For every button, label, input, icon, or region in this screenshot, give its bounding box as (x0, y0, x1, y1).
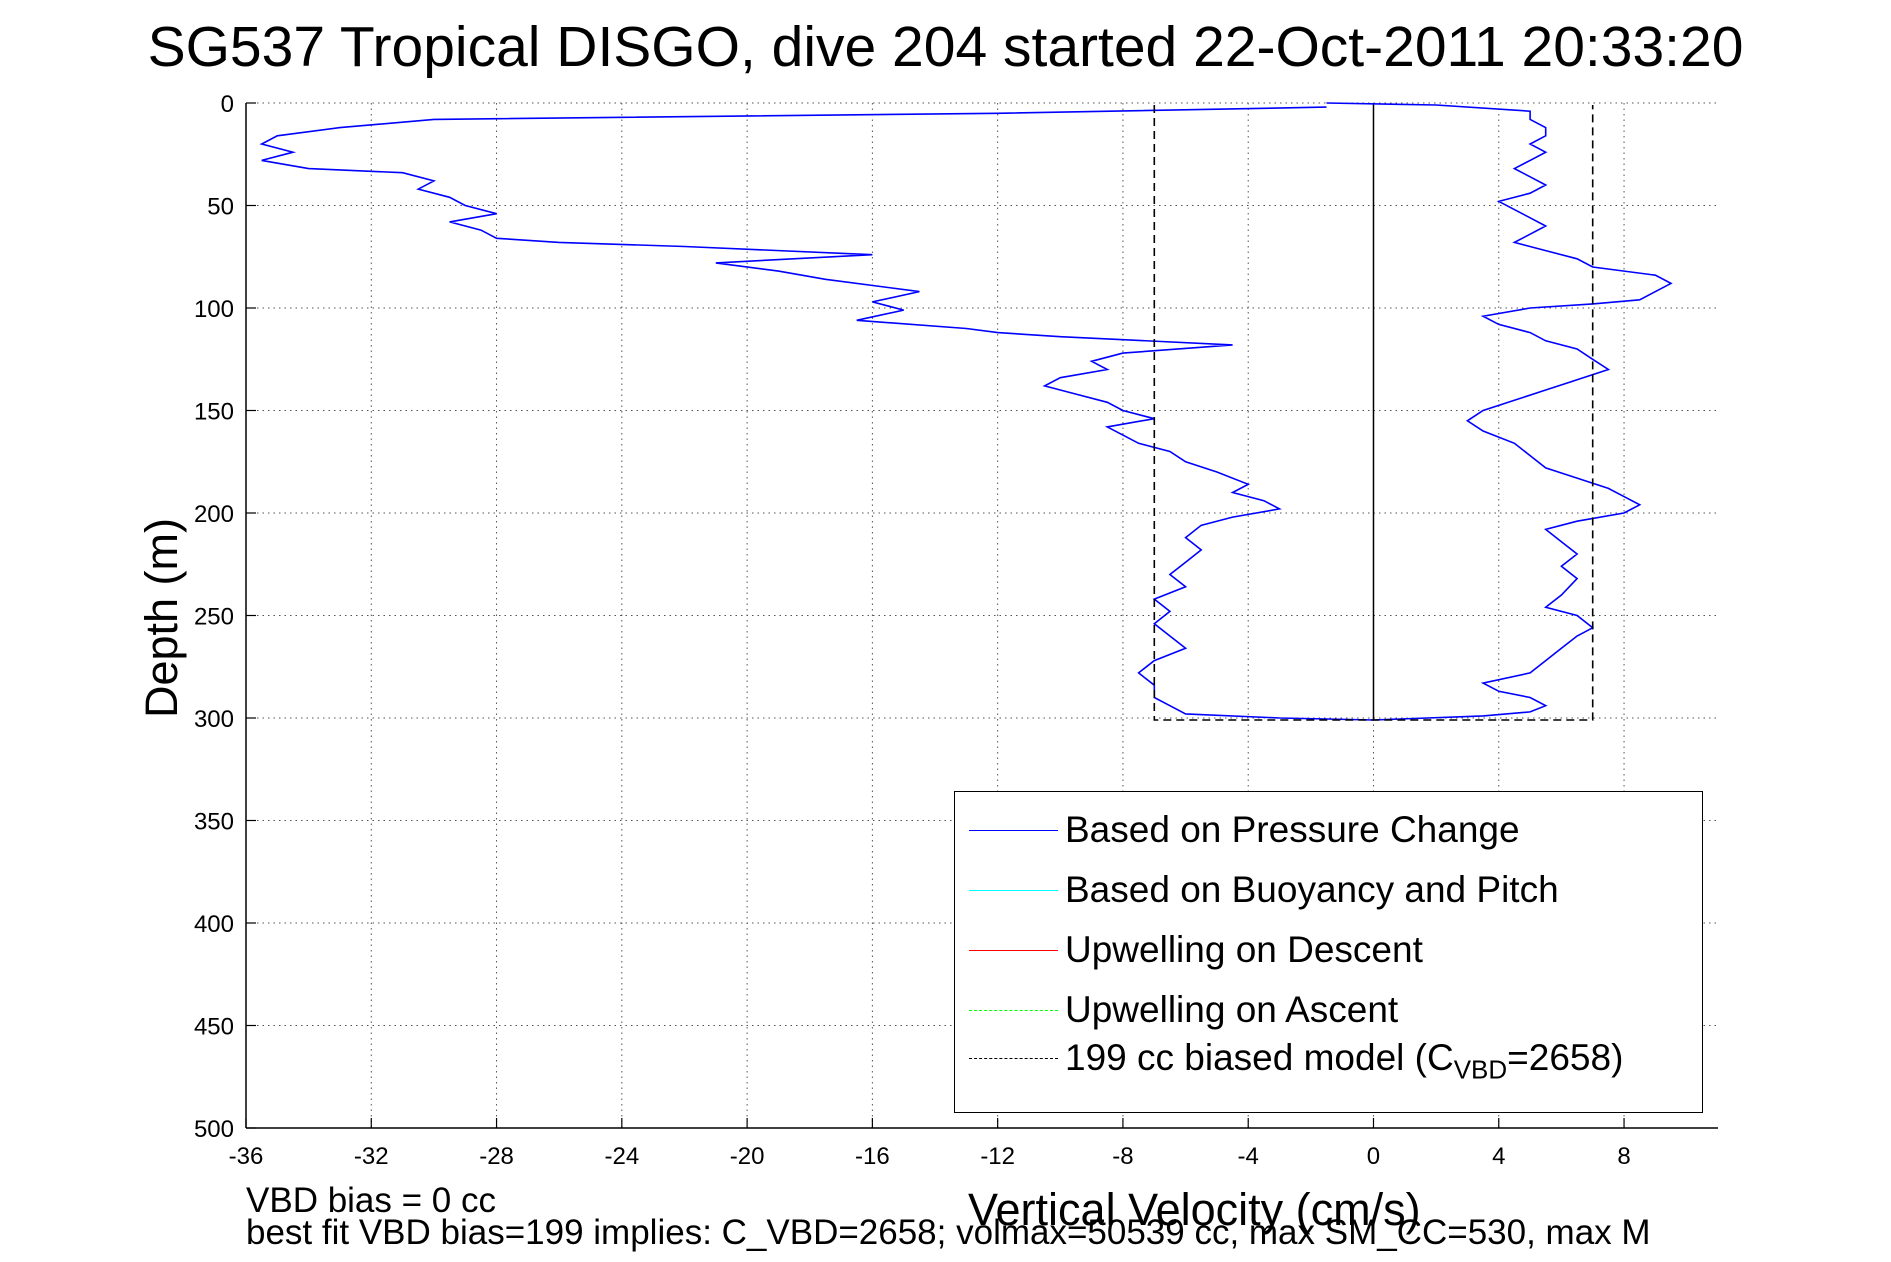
x-tick-label: -16 (855, 1143, 890, 1170)
legend-item-pressure: Based on Pressure Change (955, 810, 1702, 850)
x-tick-label: -32 (354, 1143, 389, 1170)
x-tick-label: -36 (229, 1143, 264, 1170)
legend-item-buoyancy: Based on Buoyancy and Pitch (955, 870, 1702, 910)
legend-swatch-buoyancy (969, 890, 1058, 891)
y-tick-label: 150 (194, 399, 234, 426)
legend-swatch-ascent (969, 1010, 1058, 1011)
data-series (259, 102, 1673, 721)
y-tick-label: 100 (194, 296, 234, 323)
y-tick-label: 300 (194, 706, 234, 733)
chart-title: SG537 Tropical DISGO, dive 204 started 2… (147, 15, 1744, 79)
legend-label-descent: Upwelling on Descent (1065, 929, 1423, 970)
y-tick-label: 400 (194, 911, 234, 938)
y-tick-label: 50 (207, 194, 234, 221)
x-tick-label: 8 (1617, 1143, 1630, 1170)
x-tick-label: -24 (604, 1143, 639, 1170)
x-axis-label: Vertical Velocity (cm/s) (968, 1184, 1421, 1235)
legend-label-buoyancy: Based on Buoyancy and Pitch (1065, 869, 1559, 910)
legend-label-pressure: Based on Pressure Change (1065, 809, 1520, 850)
y-tick-label: 500 (194, 1116, 234, 1143)
x-tick-label: 0 (1367, 1143, 1380, 1170)
legend-label-model: 199 cc biased model (CVBD=2658) (1065, 1037, 1624, 1085)
y-tick-label: 200 (194, 501, 234, 528)
tick-labels: -36 -32 -28 -24 -20 -16 -12 -8 -4 0 4 8 0 50 100 150 200… (194, 91, 1631, 1170)
legend-label-ascent: Upwelling on Ascent (1065, 989, 1399, 1030)
legend-item-ascent: Upwelling on Ascent (955, 990, 1702, 1030)
x-tick-label: -28 (479, 1143, 514, 1170)
legend-swatch-pressure (969, 830, 1058, 831)
y-tick-label: 350 (194, 809, 234, 836)
x-tick-label: -4 (1238, 1143, 1259, 1170)
legend: Based on Pressure Change Based on Buoyan… (954, 791, 1703, 1113)
axes (245, 102, 1718, 1129)
y-tick-label: 450 (194, 1014, 234, 1041)
y-axis-label: Depth (m) (136, 517, 187, 719)
x-tick-label: 4 (1492, 1143, 1505, 1170)
vbd-bias-note: VBD bias = 0 cc (246, 1181, 496, 1220)
legend-swatch-descent (969, 950, 1058, 951)
x-tick-label: -8 (1112, 1143, 1133, 1170)
legend-item-model: 199 cc biased model (CVBD=2658) (955, 1038, 1702, 1084)
legend-swatch-model (969, 1058, 1058, 1059)
y-tick-label: 250 (194, 604, 234, 631)
x-tick-label: -12 (980, 1143, 1015, 1170)
best-fit-note: best fit VBD bias=199 implies: C_VBD=265… (246, 1213, 1651, 1252)
series-line-0 (259, 102, 1673, 721)
legend-item-descent: Upwelling on Descent (955, 930, 1702, 970)
y-tick-label: 0 (221, 91, 234, 118)
series-line-4 (1153, 105, 1594, 721)
x-tick-label: -20 (730, 1143, 765, 1170)
